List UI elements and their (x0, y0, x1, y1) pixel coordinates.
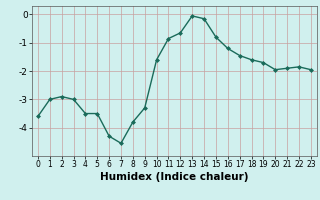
X-axis label: Humidex (Indice chaleur): Humidex (Indice chaleur) (100, 172, 249, 182)
